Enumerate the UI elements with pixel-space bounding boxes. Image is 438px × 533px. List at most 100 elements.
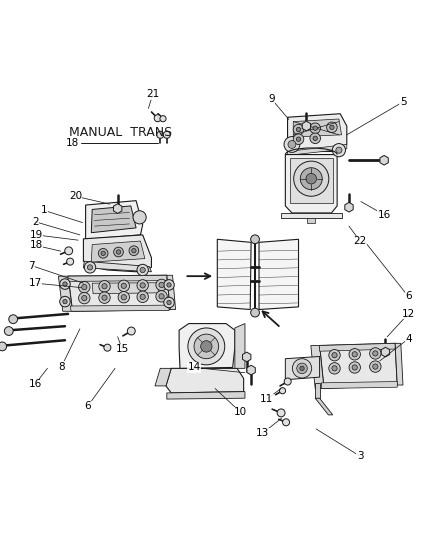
Circle shape bbox=[372, 364, 377, 369]
Circle shape bbox=[300, 168, 321, 190]
Circle shape bbox=[293, 161, 328, 196]
Circle shape bbox=[140, 282, 145, 288]
Circle shape bbox=[159, 116, 166, 122]
Circle shape bbox=[118, 292, 129, 303]
Polygon shape bbox=[321, 382, 396, 389]
Circle shape bbox=[335, 147, 341, 154]
Polygon shape bbox=[246, 365, 255, 375]
Circle shape bbox=[99, 292, 110, 303]
Circle shape bbox=[104, 344, 111, 351]
Circle shape bbox=[326, 122, 336, 133]
Text: 7: 7 bbox=[28, 261, 35, 271]
Circle shape bbox=[348, 362, 360, 373]
Circle shape bbox=[250, 308, 259, 317]
Text: MANUAL  TRANS: MANUAL TRANS bbox=[69, 126, 172, 139]
Polygon shape bbox=[394, 343, 402, 385]
Polygon shape bbox=[85, 200, 142, 239]
Polygon shape bbox=[293, 119, 341, 137]
Polygon shape bbox=[285, 357, 319, 379]
Polygon shape bbox=[70, 305, 169, 311]
Polygon shape bbox=[287, 114, 346, 151]
Circle shape bbox=[133, 211, 146, 224]
Polygon shape bbox=[319, 343, 396, 389]
Circle shape bbox=[127, 327, 135, 335]
Polygon shape bbox=[379, 156, 388, 165]
Circle shape bbox=[78, 293, 90, 304]
Text: 22: 22 bbox=[353, 236, 366, 246]
Polygon shape bbox=[68, 275, 170, 311]
Circle shape bbox=[372, 351, 377, 356]
Polygon shape bbox=[217, 239, 251, 310]
Circle shape bbox=[64, 247, 72, 255]
Circle shape bbox=[140, 294, 145, 300]
Text: 20: 20 bbox=[69, 191, 82, 201]
Text: 12: 12 bbox=[401, 309, 414, 319]
Circle shape bbox=[131, 248, 136, 253]
Circle shape bbox=[369, 348, 380, 359]
Polygon shape bbox=[83, 235, 151, 272]
Circle shape bbox=[159, 294, 164, 299]
Circle shape bbox=[329, 125, 333, 130]
Polygon shape bbox=[234, 324, 244, 368]
Text: 5: 5 bbox=[399, 97, 406, 107]
Polygon shape bbox=[307, 218, 314, 223]
Polygon shape bbox=[314, 383, 319, 398]
Circle shape bbox=[140, 268, 145, 273]
Circle shape bbox=[331, 366, 336, 371]
Circle shape bbox=[283, 378, 290, 385]
Polygon shape bbox=[285, 155, 336, 213]
Circle shape bbox=[296, 363, 307, 374]
Circle shape bbox=[287, 141, 295, 148]
Text: 11: 11 bbox=[260, 394, 273, 404]
Circle shape bbox=[200, 341, 212, 352]
Circle shape bbox=[332, 143, 345, 157]
Text: 16: 16 bbox=[28, 379, 42, 389]
Circle shape bbox=[159, 282, 164, 288]
Circle shape bbox=[166, 282, 171, 287]
Polygon shape bbox=[155, 368, 171, 386]
Circle shape bbox=[296, 127, 300, 132]
Circle shape bbox=[60, 296, 70, 307]
Circle shape bbox=[137, 280, 148, 291]
Text: 14: 14 bbox=[187, 362, 200, 373]
Polygon shape bbox=[166, 392, 244, 399]
Text: 19: 19 bbox=[29, 230, 42, 240]
Circle shape bbox=[155, 290, 167, 302]
Text: 18: 18 bbox=[66, 138, 79, 148]
Circle shape bbox=[369, 361, 380, 372]
Circle shape bbox=[155, 279, 167, 290]
Circle shape bbox=[348, 349, 360, 360]
Text: 10: 10 bbox=[233, 407, 247, 417]
Circle shape bbox=[113, 247, 123, 257]
Circle shape bbox=[81, 285, 87, 290]
Polygon shape bbox=[83, 261, 151, 272]
Polygon shape bbox=[91, 241, 145, 262]
Polygon shape bbox=[113, 204, 122, 213]
Circle shape bbox=[60, 279, 70, 289]
Polygon shape bbox=[287, 144, 346, 156]
Circle shape bbox=[121, 283, 126, 288]
Circle shape bbox=[276, 409, 284, 417]
Circle shape bbox=[137, 264, 148, 276]
Circle shape bbox=[87, 265, 92, 270]
Polygon shape bbox=[289, 158, 332, 203]
Circle shape bbox=[67, 258, 74, 265]
Circle shape bbox=[331, 352, 336, 358]
Circle shape bbox=[98, 248, 108, 258]
Circle shape bbox=[63, 300, 67, 304]
Text: 15: 15 bbox=[115, 344, 128, 354]
Circle shape bbox=[250, 235, 259, 244]
Circle shape bbox=[309, 133, 320, 143]
Text: 2: 2 bbox=[32, 217, 39, 227]
Circle shape bbox=[163, 297, 174, 308]
Polygon shape bbox=[92, 282, 159, 294]
Polygon shape bbox=[314, 398, 332, 415]
Polygon shape bbox=[166, 368, 243, 393]
Circle shape bbox=[102, 284, 107, 289]
Polygon shape bbox=[380, 348, 389, 357]
Circle shape bbox=[78, 281, 90, 293]
Circle shape bbox=[312, 136, 317, 141]
Polygon shape bbox=[258, 239, 298, 310]
Text: 1: 1 bbox=[40, 205, 47, 215]
Circle shape bbox=[328, 350, 339, 361]
